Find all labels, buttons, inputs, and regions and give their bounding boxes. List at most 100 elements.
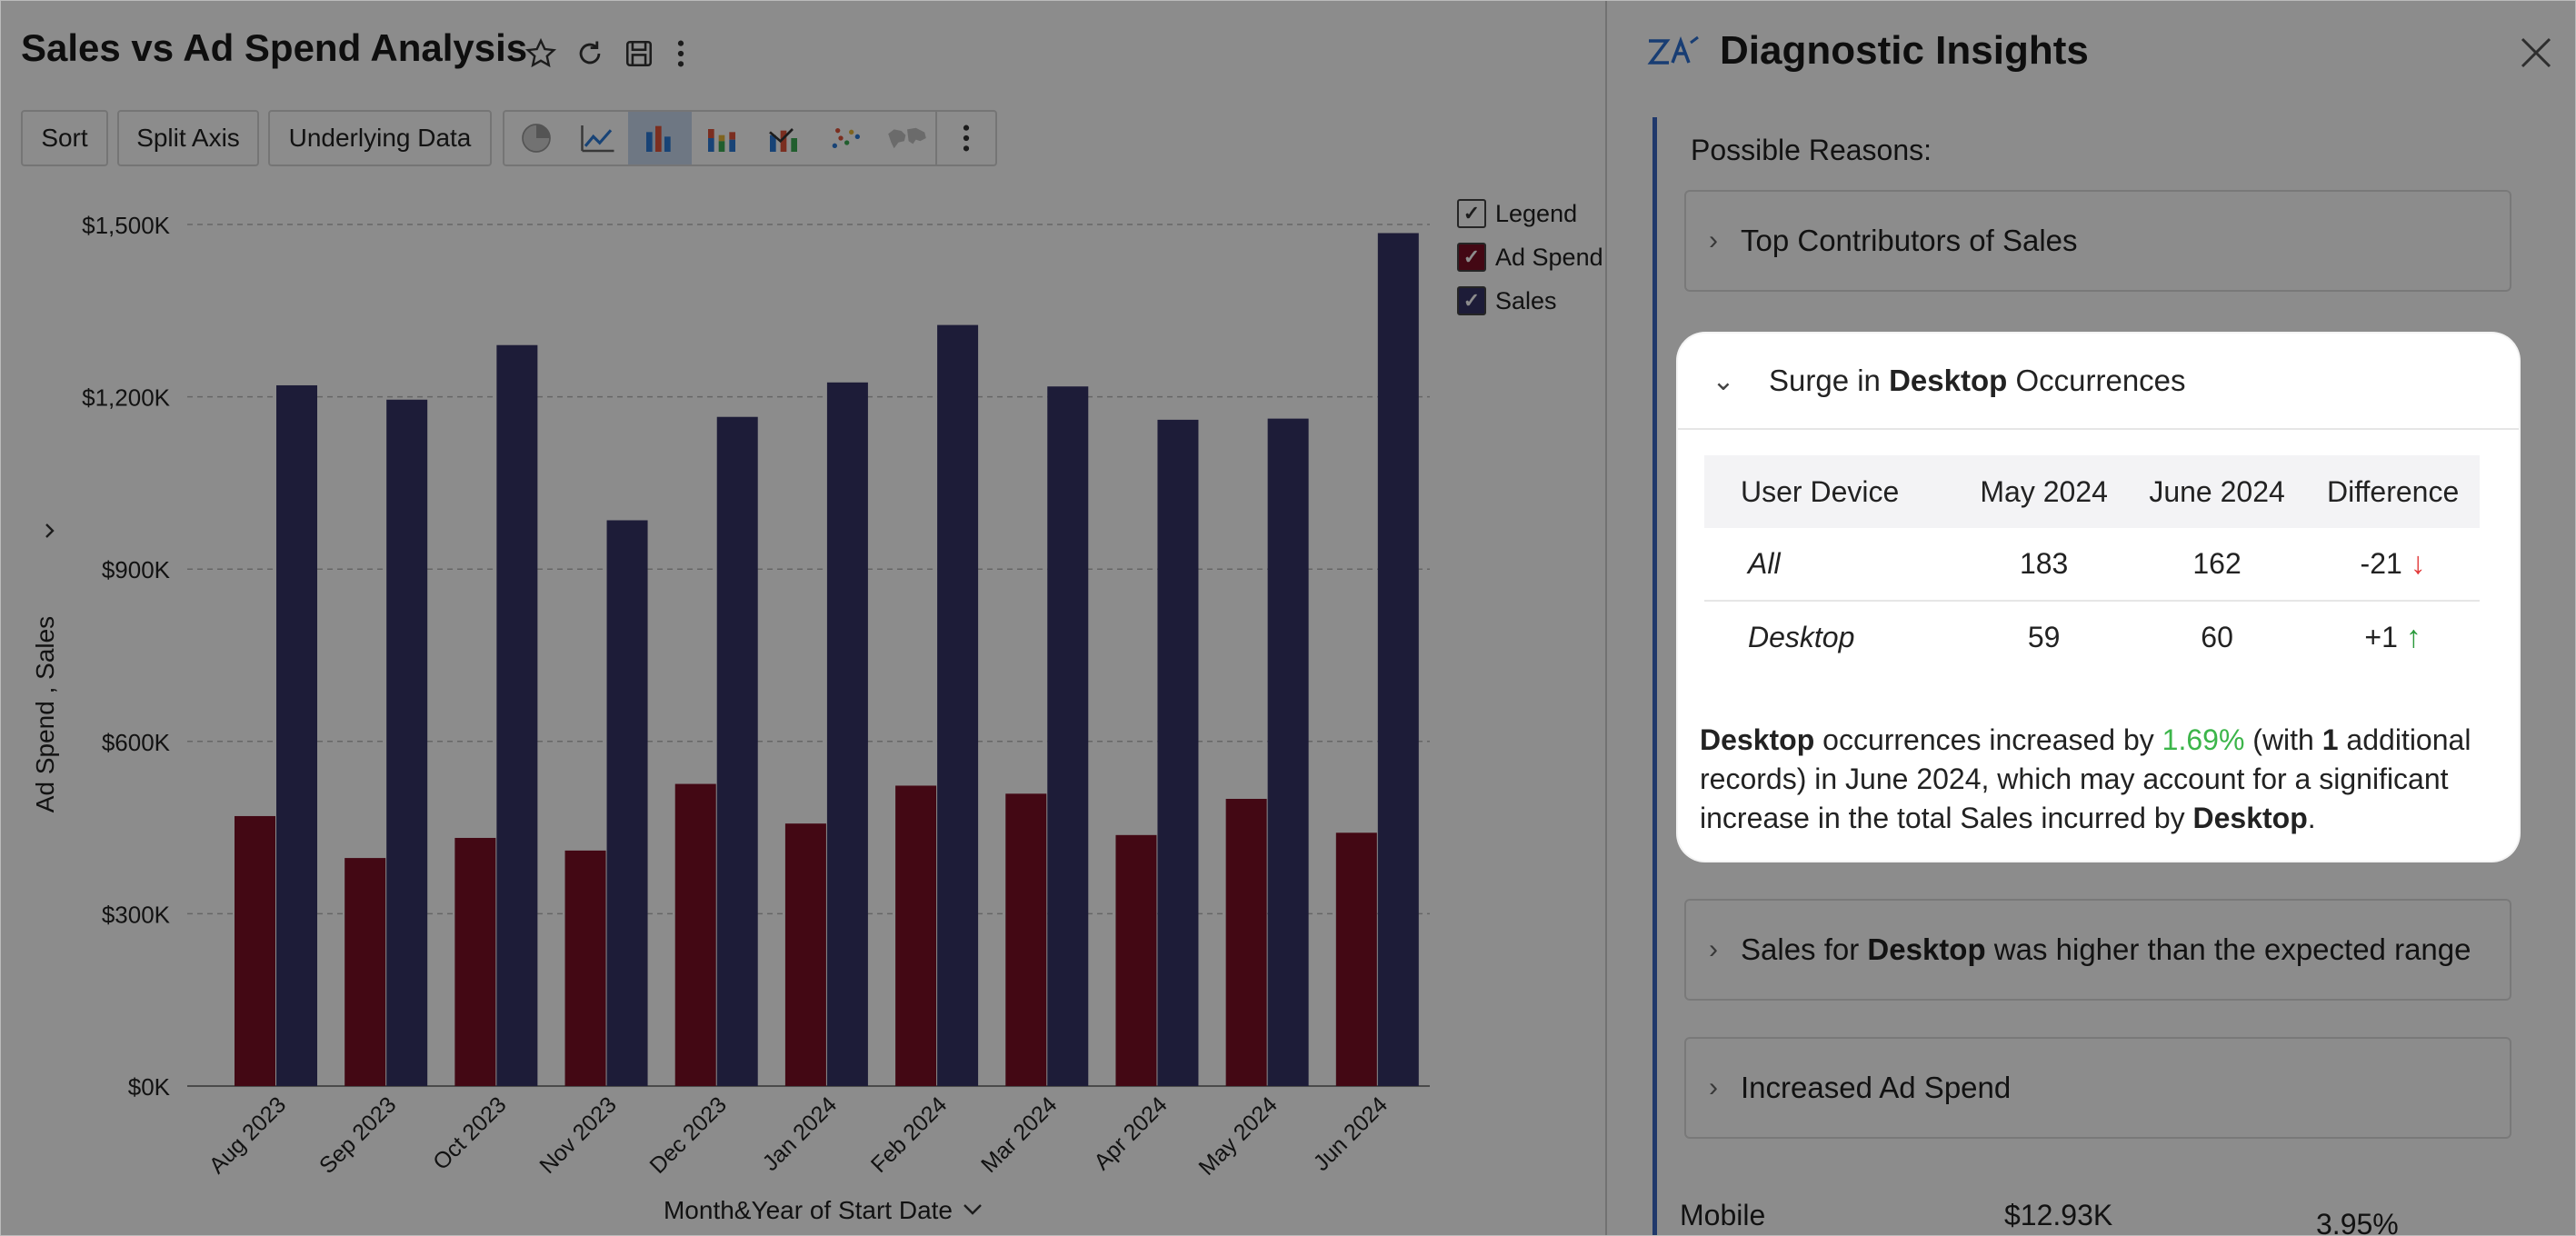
sales-checkbox-icon[interactable]: ✓ xyxy=(1457,286,1486,315)
sort-button[interactable]: Sort xyxy=(21,110,108,166)
bar-ad-spend[interactable] xyxy=(564,850,606,1086)
line-chart-icon[interactable] xyxy=(566,112,630,164)
star-icon[interactable] xyxy=(521,34,561,74)
x-tick-label: Feb 2024 xyxy=(866,1091,953,1178)
refresh-icon[interactable] xyxy=(570,34,610,74)
difference-value: +1 xyxy=(2364,621,2398,653)
bar-chart-icon[interactable] xyxy=(628,112,692,164)
ad-spend-checkbox-icon[interactable]: ✓ xyxy=(1457,243,1486,272)
bar-sales[interactable] xyxy=(1047,386,1089,1086)
stacked-bar-icon[interactable] xyxy=(690,112,754,164)
y-axis-label[interactable]: Ad Spend , Sales xyxy=(31,616,59,812)
column-header: Difference xyxy=(2306,455,2480,528)
bar-sales[interactable] xyxy=(496,344,538,1087)
panel-title: Diagnostic Insights xyxy=(1720,28,2089,73)
june-cell: 60 xyxy=(2201,621,2233,653)
pie-chart-icon[interactable] xyxy=(504,112,568,164)
chart-legend: ✓ Legend ✓ Ad Spend ✓ Sales xyxy=(1457,192,1603,323)
x-tick-label: Aug 2023 xyxy=(205,1091,291,1178)
arrow-down-icon: ↓ xyxy=(2410,546,2426,581)
bar-sales[interactable] xyxy=(1377,233,1419,1087)
chevron-right-icon: › xyxy=(1709,1072,1718,1102)
legend-toggle[interactable]: ✓ Legend xyxy=(1457,192,1603,235)
comparison-table: User Device May 2024 June 2024 Differenc… xyxy=(1704,455,2480,673)
y-tick-label: $600K xyxy=(102,729,171,756)
y-tick-label: $300K xyxy=(102,901,171,928)
y-tick-label: $1,200K xyxy=(82,384,171,412)
x-axis-dropdown-icon[interactable] xyxy=(964,1204,982,1215)
y-axis-ticks: $0K $300K $600K $900K $1,200K $1,500K xyxy=(82,212,171,1101)
bar-sales[interactable] xyxy=(606,520,648,1086)
bar-chart: $0K $300K $600K $900K $1,200K $1,500K Aug 202… xyxy=(31,212,1430,1224)
device-cell: All xyxy=(1704,528,1961,602)
legend-checkbox-icon[interactable]: ✓ xyxy=(1457,199,1486,228)
bar-sales[interactable] xyxy=(1267,418,1309,1087)
reason-title: Increased Ad Spend xyxy=(1741,1071,2012,1104)
insight-header[interactable]: ⌄ Surge in Desktop Occurrences xyxy=(1678,334,2519,430)
legend-item-label: Sales xyxy=(1495,286,1557,314)
chart-panel: Sales vs Ad Spend Analysis Sort Split Ax… xyxy=(1,1,1605,1235)
x-tick-label: Mar 2024 xyxy=(976,1091,1063,1178)
reason-card-expected-range[interactable]: › Sales for Desktop was higher than the … xyxy=(1684,899,2511,1001)
x-tick-label: Apr 2024 xyxy=(1089,1091,1173,1175)
bar-sales[interactable] xyxy=(716,416,758,1087)
device-value: $12.93K xyxy=(2004,1199,2113,1231)
insights-body: Possible Reasons: › Top Contributors of … xyxy=(1652,117,2561,1236)
bar-ad-spend[interactable] xyxy=(895,785,937,1086)
device-cell: Desktop xyxy=(1748,621,1855,653)
x-axis-label[interactable]: Month&Year of Start Date xyxy=(664,1196,953,1224)
y-tick-label: $900K xyxy=(102,556,171,583)
bar-sales[interactable] xyxy=(276,384,317,1086)
bar-ad-spend[interactable] xyxy=(1115,834,1157,1086)
x-tick-label: Oct 2023 xyxy=(428,1091,512,1175)
more-vertical-icon[interactable] xyxy=(661,34,701,74)
bar-ad-spend[interactable] xyxy=(1005,793,1047,1086)
arrow-up-icon: ↑ xyxy=(2405,620,2421,654)
x-tick-label: Jan 2024 xyxy=(758,1091,843,1176)
bar-sales[interactable] xyxy=(386,399,428,1086)
combo-chart-icon[interactable] xyxy=(752,112,815,164)
reason-title: Sales for Desktop was higher than the ex… xyxy=(1741,932,2471,966)
legend-item-label: Ad Spend xyxy=(1495,243,1603,271)
reason-card-top-contributors[interactable]: › Top Contributors of Sales xyxy=(1684,190,2511,292)
bar-ad-spend[interactable] xyxy=(454,837,496,1086)
device-percent: 3.95% xyxy=(2316,1208,2399,1236)
map-icon[interactable] xyxy=(875,112,939,164)
underlying-data-button[interactable]: Underlying Data xyxy=(268,110,492,166)
reason-card-increased-ad-spend[interactable]: › Increased Ad Spend xyxy=(1684,1037,2511,1139)
scatter-icon[interactable] xyxy=(814,112,877,164)
bar-ad-spend[interactable] xyxy=(674,783,716,1086)
close-icon[interactable] xyxy=(2511,28,2561,77)
bar-sales[interactable] xyxy=(826,382,868,1086)
bar-ad-spend[interactable] xyxy=(235,815,275,1086)
legend-title: Legend xyxy=(1495,199,1578,227)
may-cell: 183 xyxy=(1960,528,2128,602)
june-cell: 162 xyxy=(2127,528,2307,602)
split-axis-button[interactable]: Split Axis xyxy=(117,110,259,166)
x-axis-ticks: Aug 2023 Sep 2023 Oct 2023 Nov 2023 Dec 2023… xyxy=(205,1091,1393,1181)
bar-sales[interactable] xyxy=(937,324,979,1087)
chart-more-icon[interactable] xyxy=(935,112,995,164)
y-tick-label: $1,500K xyxy=(82,212,171,239)
y-axis-dropdown-icon[interactable] xyxy=(45,523,55,538)
table-row: All 183 162 -21 ↓ xyxy=(1704,528,2480,602)
chevron-right-icon: › xyxy=(1709,225,1718,255)
legend-item-ad-spend[interactable]: ✓ Ad Spend xyxy=(1457,235,1603,279)
bar-ad-spend[interactable] xyxy=(1225,799,1267,1086)
insight-title: Surge in Desktop Occurrences xyxy=(1769,364,2186,397)
bar-ad-spend[interactable] xyxy=(344,858,386,1086)
legend-item-sales[interactable]: ✓ Sales xyxy=(1457,279,1603,323)
bar-ad-spend[interactable] xyxy=(784,823,826,1086)
chevron-right-icon: › xyxy=(1709,934,1718,964)
zia-insights-icon xyxy=(1645,34,1700,75)
report-title: Sales vs Ad Spend Analysis xyxy=(21,26,528,69)
increase-percent: 1.69% xyxy=(2162,723,2245,756)
column-header: User Device xyxy=(1704,455,1961,528)
insight-description: Desktop occurrences increased by 1.69% (… xyxy=(1700,723,2471,834)
chevron-down-icon[interactable]: ⌄ xyxy=(1712,365,1735,396)
bar-sales[interactable] xyxy=(1157,419,1199,1086)
table-header-row: User Device May 2024 June 2024 Differenc… xyxy=(1704,455,2480,528)
save-icon[interactable] xyxy=(619,34,659,74)
bar-ad-spend[interactable] xyxy=(1335,832,1377,1086)
